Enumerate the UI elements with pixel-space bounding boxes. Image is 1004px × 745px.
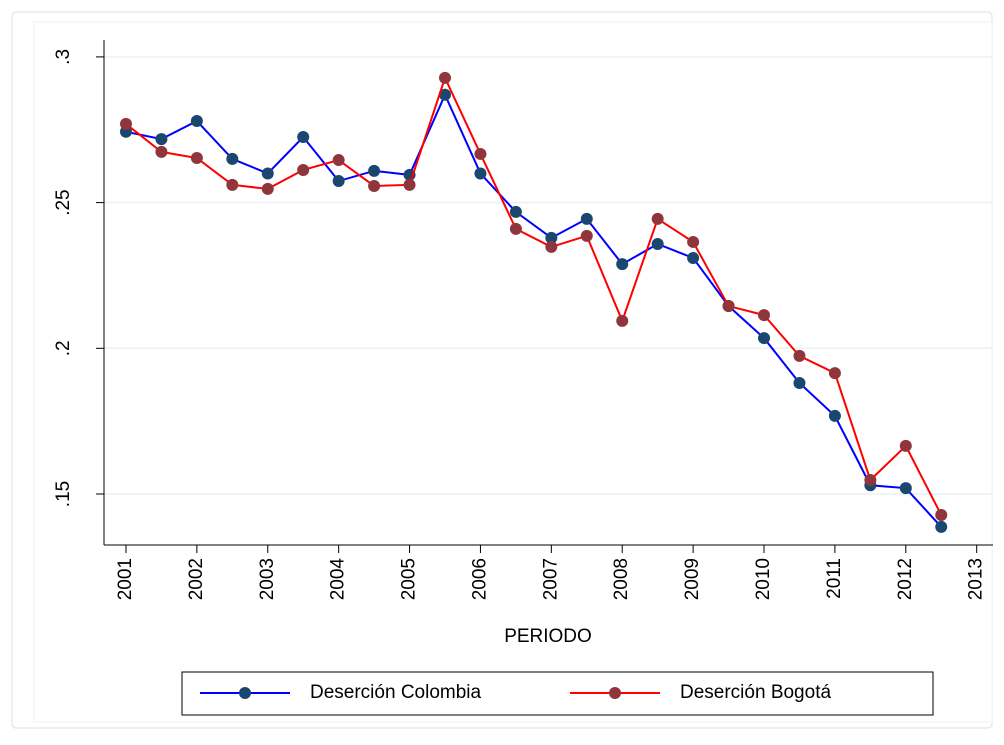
y-tick-label: .15 [53,481,74,507]
data-point [297,131,310,144]
data-point [793,376,806,389]
data-point [651,237,664,250]
data-point [545,240,558,253]
x-axis-title: PERIODO [504,626,592,647]
data-point [332,175,345,188]
data-point [899,439,912,452]
data-point [793,349,806,362]
data-point [119,117,132,130]
y-tick-label: .25 [53,189,74,215]
data-point [828,367,841,380]
data-point [155,145,168,158]
legend-marker [239,687,251,699]
data-point [687,251,700,264]
x-tick-label: 2013 [966,558,987,600]
data-point [190,115,203,128]
x-tick-label: 2006 [469,558,490,600]
x-tick-label: 2003 [257,558,278,600]
data-point [368,179,381,192]
legend [181,671,934,716]
data-point [580,212,593,225]
data-point [474,167,487,180]
y-tick-label: .2 [53,340,74,356]
x-tick-label: 2008 [611,558,632,600]
data-point [261,167,274,180]
data-point [261,182,274,195]
data-point [935,520,948,533]
data-point [509,205,522,218]
data-point [616,258,629,271]
data-point [190,152,203,165]
y-tick-label: .3 [53,49,74,65]
data-point [509,222,522,235]
series-line [125,92,942,528]
data-point [651,212,664,225]
x-tick-label: 2001 [115,558,136,600]
data-point [616,314,629,327]
data-point [368,164,381,177]
data-point [758,309,771,322]
x-tick-label: 2011 [824,558,845,599]
legend-label: Deserción Colombia [310,682,482,703]
data-point [687,235,700,248]
x-tick-label: 2012 [895,558,916,600]
x-tick-label: 2004 [328,558,349,601]
data-point [864,474,877,487]
x-tick-label: 2009 [682,558,703,600]
data-point [438,71,451,84]
data-point [332,154,345,167]
data-point [899,482,912,495]
data-point [403,178,416,191]
data-point [758,332,771,345]
data-point [438,88,451,101]
data-point [155,133,168,146]
legend-label: Deserción Bogotá [680,682,831,703]
data-point [226,152,239,165]
x-tick-label: 2002 [186,558,207,600]
data-point [580,229,593,242]
data-point [474,147,487,160]
data-point [935,508,948,521]
x-tick-label: 2010 [753,558,774,600]
legend-marker [609,687,621,699]
data-point [722,300,735,313]
x-tick-label: 2007 [540,558,561,600]
data-point [297,163,310,176]
x-tick-label: 2005 [399,558,420,600]
data-point [226,178,239,191]
data-point [545,231,558,244]
plot-region [33,21,993,723]
data-point [828,409,841,422]
